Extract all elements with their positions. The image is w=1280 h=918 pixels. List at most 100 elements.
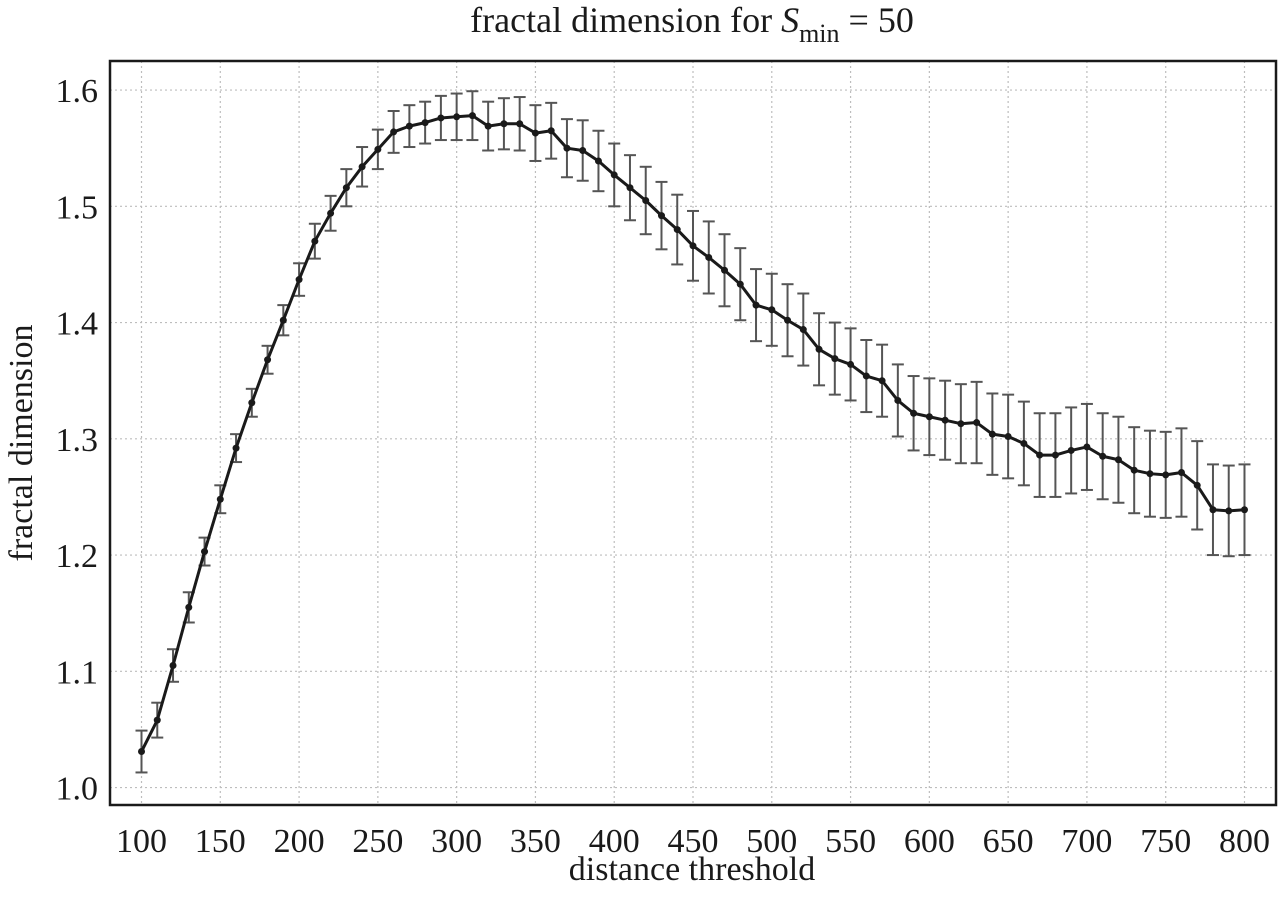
data-point — [910, 409, 918, 417]
x-tick-label: 700 — [1061, 823, 1112, 860]
chart-title-symbol: S — [781, 0, 799, 40]
data-point — [295, 276, 303, 284]
x-tick-label: 550 — [825, 823, 876, 860]
data-point — [988, 430, 996, 438]
data-point — [153, 716, 161, 724]
x-tick-label: 150 — [195, 823, 246, 860]
x-tick-label: 600 — [904, 823, 955, 860]
data-point — [626, 184, 634, 192]
x-tick-label: 500 — [746, 823, 797, 860]
data-point — [1240, 506, 1248, 514]
data-point — [1225, 507, 1233, 515]
data-point — [878, 377, 886, 385]
data-point — [405, 122, 413, 130]
data-point — [1020, 439, 1028, 447]
data-point — [1036, 451, 1044, 459]
x-tick-label: 800 — [1219, 823, 1270, 860]
data-point — [721, 266, 729, 274]
data-point — [705, 253, 713, 261]
data-point — [610, 171, 618, 179]
y-tick-label: 1.1 — [56, 654, 99, 691]
data-point — [138, 748, 146, 756]
data-point — [657, 212, 665, 220]
data-point — [1177, 469, 1185, 477]
grid — [110, 61, 1276, 805]
data-point — [264, 356, 272, 364]
data-point — [1004, 432, 1012, 440]
x-tick-labels: 100 150 200 250 300 350 400 450 500 550 600 650 700 7… — [116, 823, 1270, 860]
data-point — [815, 345, 823, 353]
data-point — [216, 495, 224, 503]
data-point — [689, 242, 697, 250]
data-point — [1162, 471, 1170, 479]
x-tick-label: 450 — [668, 823, 719, 860]
x-tick-label: 650 — [983, 823, 1034, 860]
data-point — [673, 226, 681, 234]
y-tick-label: 1.0 — [56, 771, 99, 808]
data-point — [327, 209, 335, 217]
data-point — [374, 145, 382, 153]
chart-title-suffix: = 50 — [840, 0, 914, 40]
x-tick-label: 250 — [352, 823, 403, 860]
data-point — [1114, 456, 1122, 464]
data-point — [453, 113, 461, 121]
data-point — [185, 603, 193, 611]
data-point — [752, 301, 760, 309]
data-point — [342, 184, 350, 192]
data-point — [784, 316, 792, 324]
data-point — [973, 419, 981, 427]
data-point — [248, 399, 256, 407]
data-points — [138, 112, 1248, 756]
data-point — [768, 306, 776, 314]
chart-title-subscript: min — [799, 19, 839, 48]
data-point — [799, 326, 807, 334]
data-point — [1099, 452, 1107, 460]
y-tick-label: 1.4 — [56, 306, 99, 343]
data-point — [169, 662, 177, 669]
data-point — [831, 355, 839, 363]
data-point — [1146, 470, 1154, 478]
data-point — [957, 420, 965, 428]
data-point — [579, 147, 587, 155]
chart-title: fractal dimension for Smin = 50 — [470, 0, 914, 48]
data-point — [925, 413, 933, 421]
data-point — [232, 444, 240, 452]
data-point — [594, 157, 602, 165]
data-point — [847, 360, 855, 368]
data-point — [484, 122, 492, 130]
x-tick-label: 400 — [589, 823, 640, 860]
y-tick-label: 1.5 — [56, 189, 99, 226]
data-point — [390, 128, 398, 136]
data-point — [1209, 506, 1217, 514]
y-tick-label: 1.6 — [56, 73, 99, 110]
data-point — [1193, 481, 1201, 489]
y-tick-labels: 1.0 1.1 1.2 1.3 1.4 1.5 1.6 — [56, 73, 99, 808]
data-point — [311, 237, 319, 245]
data-point — [358, 163, 366, 171]
x-axis-label: distance threshold — [569, 851, 815, 888]
x-tick-label: 300 — [431, 823, 482, 860]
x-tick-label: 750 — [1140, 823, 1191, 860]
y-tick-label: 1.2 — [56, 538, 99, 575]
data-point — [279, 316, 287, 324]
y-axis-label: fractal dimension — [3, 325, 40, 562]
data-point — [531, 129, 539, 137]
x-tick-label: 350 — [510, 823, 561, 860]
chart-title-prefix: fractal dimension for — [470, 0, 781, 40]
data-point — [516, 120, 524, 128]
data-point — [563, 144, 571, 152]
x-tick-label: 200 — [274, 823, 325, 860]
data-point — [500, 120, 508, 128]
plot-frame — [108, 59, 1278, 807]
data-point — [1083, 443, 1091, 451]
data-point — [1051, 451, 1059, 459]
data-point — [941, 416, 949, 424]
data-point — [736, 280, 744, 288]
data-point — [1067, 446, 1075, 454]
data-point — [547, 127, 555, 135]
data-point — [894, 396, 902, 404]
x-tick-label: 100 — [116, 823, 167, 860]
data-point — [421, 119, 429, 127]
data-point — [437, 114, 445, 122]
